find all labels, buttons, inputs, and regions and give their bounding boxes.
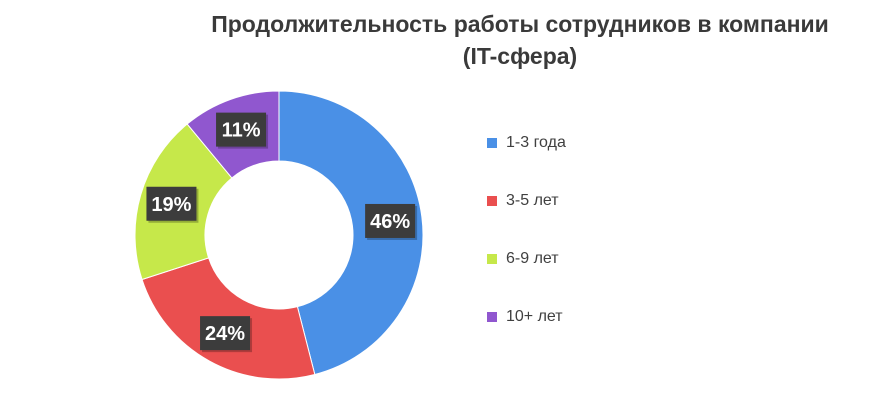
legend-swatch (487, 312, 497, 322)
data-label-box (146, 186, 197, 221)
legend-swatch (487, 254, 497, 264)
legend-item-1-3-года: 1-3 года (487, 114, 566, 172)
legend-item-6-9-лет: 6-9 лет (487, 230, 566, 288)
legend-label: 3-5 лет (506, 192, 559, 209)
chart-subtitle-line: (IT-сфера) (462, 43, 578, 69)
data-label-box (365, 203, 416, 238)
data-label-6-9-лет: 19% (146, 186, 199, 223)
slice-labels-group: 46% 24% 19% 11% (146, 112, 418, 353)
chart-title: Продолжительность работы сотрудников в к… (150, 8, 880, 72)
legend: 1-3 года 3-5 лет 6-9 лет 10+ лет (487, 114, 566, 346)
data-label-box (216, 112, 267, 147)
slice-1-3-года (278, 90, 424, 376)
data-label-10plus-лет: 11% (216, 112, 269, 149)
data-label-text: 11% (222, 120, 261, 142)
data-label-text: 46% (370, 211, 410, 233)
legend-label: 6-9 лет (506, 250, 559, 267)
doughnut-chart: 46% 24% 19% 11% (134, 90, 424, 380)
data-label-3-5-лет: 24% (200, 316, 253, 353)
data-label-text: 19% (151, 194, 191, 216)
data-label-box (200, 316, 251, 351)
legend-swatch (487, 196, 497, 206)
legend-item-3-5-лет: 3-5 лет (487, 172, 566, 230)
legend-swatch (487, 138, 497, 148)
legend-label: 10+ лет (506, 308, 563, 325)
data-label-1-3-года: 46% (365, 203, 418, 240)
legend-label: 1-3 года (506, 134, 566, 151)
data-label-text: 24% (205, 323, 245, 345)
legend-item-10plus-лет: 10+ лет (487, 288, 566, 346)
chart-title-line: Продолжительность работы сотрудников в к… (211, 11, 829, 37)
